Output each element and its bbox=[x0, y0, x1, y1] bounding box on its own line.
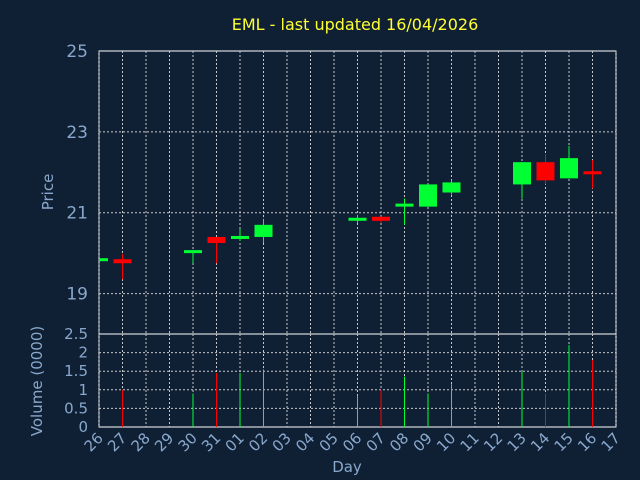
candle-body bbox=[560, 158, 578, 179]
volume-axis-label: Volume (0000) bbox=[28, 326, 46, 436]
candle-15 bbox=[560, 146, 578, 179]
x-tick-label: 08 bbox=[386, 429, 412, 455]
chart-title: EML - last updated 16/04/2026 bbox=[232, 15, 479, 34]
candle-09 bbox=[419, 184, 437, 207]
x-tick-label: 12 bbox=[480, 429, 506, 455]
candle-body bbox=[583, 171, 602, 175]
x-tick-label: 15 bbox=[551, 429, 577, 455]
candle-06 bbox=[348, 214, 367, 223]
candle-body bbox=[254, 224, 273, 237]
candle-body bbox=[184, 250, 202, 254]
price-tick-label: 25 bbox=[66, 42, 88, 62]
price-axis-label: Price bbox=[39, 174, 57, 211]
candle-body bbox=[231, 235, 249, 239]
volume-tick-label: 2 bbox=[78, 344, 88, 362]
candle-26 bbox=[99, 258, 108, 262]
candle-07 bbox=[372, 216, 390, 223]
x-tick-label: 14 bbox=[527, 429, 553, 455]
x-tick-label: 01 bbox=[222, 429, 248, 455]
x-tick-label: 16 bbox=[574, 429, 600, 455]
candle-10 bbox=[442, 180, 461, 195]
candle-body bbox=[513, 162, 531, 185]
x-tick-label: 07 bbox=[363, 429, 389, 455]
x-tick-label: 28 bbox=[128, 429, 154, 455]
x-tick-label: 03 bbox=[269, 429, 295, 455]
volume-tick-label: 0 bbox=[78, 418, 88, 436]
candle-14 bbox=[536, 154, 555, 185]
volume-tick-label: 2.5 bbox=[64, 325, 88, 343]
x-tick-label: 11 bbox=[457, 429, 483, 455]
candle-body bbox=[113, 259, 132, 264]
candle-13 bbox=[513, 162, 531, 199]
x-tick-label: 02 bbox=[245, 429, 271, 455]
x-tick-label: 04 bbox=[292, 429, 318, 455]
volume-tick-label: 1.5 bbox=[64, 362, 88, 380]
candle-body bbox=[99, 258, 108, 262]
candle-body bbox=[395, 203, 414, 207]
candle-body bbox=[442, 182, 461, 193]
candle-01 bbox=[231, 228, 249, 242]
x-tick-label: 13 bbox=[504, 429, 530, 455]
x-tick-label: 05 bbox=[316, 429, 342, 455]
candle-body bbox=[348, 217, 367, 221]
x-tick-label: 10 bbox=[433, 429, 459, 455]
x-tick-label: 31 bbox=[198, 429, 224, 455]
candle-31 bbox=[207, 236, 226, 264]
x-tick-label: 29 bbox=[151, 429, 177, 455]
candle-16 bbox=[583, 160, 602, 189]
candle-08 bbox=[395, 198, 414, 225]
candle-30 bbox=[184, 250, 202, 264]
x-tick-label: 30 bbox=[175, 429, 201, 455]
x-tick-label: 06 bbox=[339, 429, 365, 455]
x-axis-label: Day bbox=[332, 458, 362, 476]
candle-27 bbox=[113, 253, 132, 280]
candle-body bbox=[372, 216, 390, 221]
x-tick-label: 09 bbox=[410, 429, 436, 455]
candle-body bbox=[419, 184, 437, 207]
x-tick-label: 17 bbox=[598, 429, 624, 455]
price-tick-label: 19 bbox=[66, 285, 88, 305]
candle-02 bbox=[254, 218, 273, 244]
volume-tick-label: 0.5 bbox=[64, 399, 88, 417]
price-tick-label: 21 bbox=[66, 204, 88, 224]
x-tick-label: 27 bbox=[104, 429, 130, 455]
price-tick-label: 23 bbox=[66, 123, 88, 143]
volume-tick-label: 1 bbox=[78, 381, 88, 399]
candle-body bbox=[536, 162, 555, 181]
candle-body bbox=[207, 236, 226, 244]
